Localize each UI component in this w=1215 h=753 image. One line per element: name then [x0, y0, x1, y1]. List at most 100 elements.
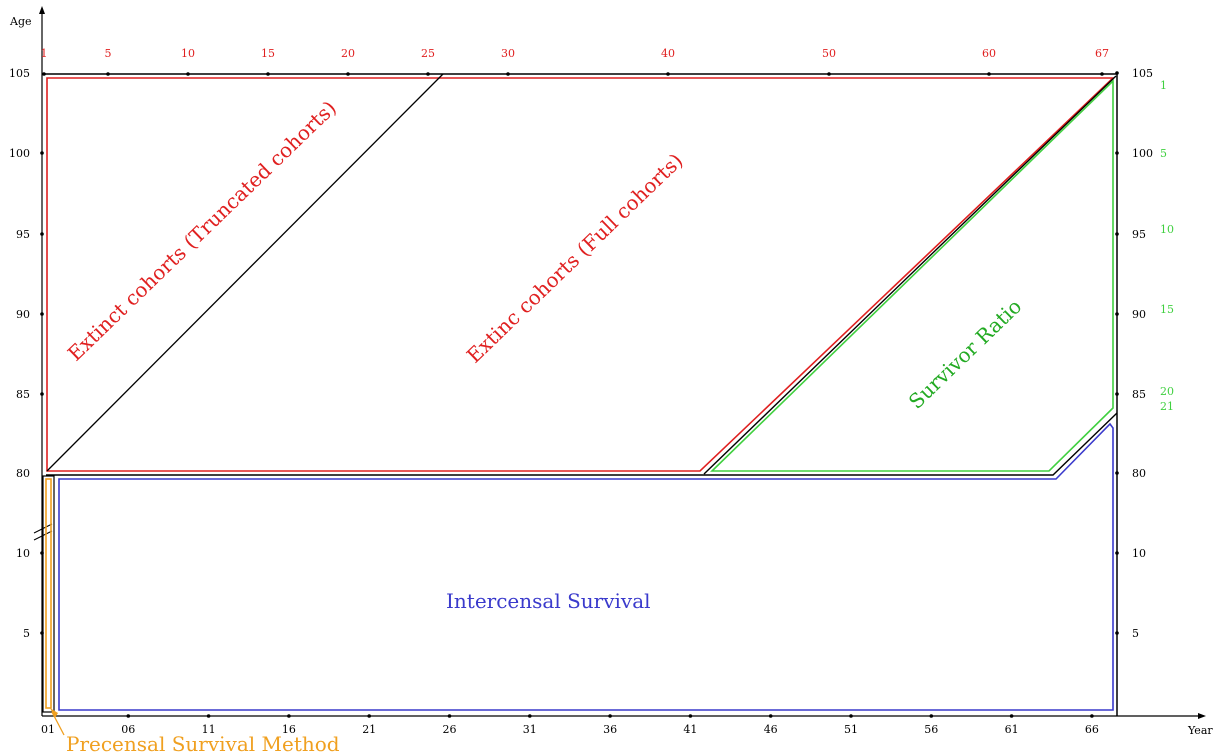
x-tick-dot: [1009, 714, 1014, 718]
extinct-truncated-label: Extinct cohorts (Truncated cohorts): [63, 96, 341, 366]
truncated-boundary-line: [46, 73, 444, 472]
y-tick-label: 105: [9, 67, 30, 80]
precensal-outline-black: [42, 475, 55, 713]
x-tick-label: 36: [603, 723, 617, 736]
axes: Age Year: [9, 6, 1213, 737]
survivor-ratio-region: [710, 79, 1114, 472]
x-tick-dot: [447, 714, 452, 718]
y-ticks-right: 5 10 80 85 90 95 100 105: [1115, 67, 1153, 640]
top-tick-dot: [106, 72, 110, 76]
y-tick-dot: [1115, 71, 1119, 75]
x-tick-label: 56: [924, 723, 938, 736]
y-tick-dot: [1115, 151, 1119, 155]
y-tick-label: 90: [16, 308, 30, 321]
cohort-boundary-diagonal: [703, 75, 1117, 475]
top-tick-dot: [266, 72, 270, 76]
y-tick-label: 105: [1132, 67, 1153, 80]
y-ticks-left: 5 10 80 85 90 95 100 105: [9, 67, 44, 640]
x-tick-label: 01: [41, 723, 55, 736]
x-tick-dot: [206, 714, 211, 718]
x-tick-label: 06: [121, 723, 135, 736]
y-tick-dot: [1115, 392, 1119, 396]
y-tick-label: 95: [1132, 228, 1146, 241]
top-tick-dot: [426, 72, 430, 76]
extinct-truncated-region: [46, 73, 1116, 472]
top-tick-label: 50: [822, 47, 836, 60]
top-tick-label: 10: [181, 47, 195, 60]
top-tick-dot: [506, 72, 510, 76]
x-tick-dot: [126, 714, 131, 718]
top-tick-label: 67: [1095, 47, 1109, 60]
y-tick-dot: [1115, 471, 1119, 475]
y-tick-label: 95: [16, 228, 30, 241]
y-tick-dot: [40, 232, 44, 236]
survivor-lower-boundary: [46, 412, 1118, 476]
y-tick-label: 10: [16, 547, 30, 560]
top-tick-dot: [186, 72, 190, 76]
top-tick-dot: [42, 72, 46, 76]
y-tick-dot: [1115, 551, 1119, 555]
y-tick-label: 90: [1132, 308, 1146, 321]
top-tick-dot: [666, 72, 670, 76]
x-tick-dot: [608, 714, 612, 718]
top-tick-dot: [987, 72, 991, 76]
top-tick-label: 15: [261, 47, 275, 60]
top-tick-label: 20: [341, 47, 355, 60]
x-axis-arrow: [1198, 713, 1206, 719]
precensal-region: [42, 475, 65, 736]
x-tick-dot: [929, 714, 934, 718]
extinct-region-outline: [46, 77, 1116, 472]
x-axis-label: Year: [1187, 724, 1213, 737]
x-tick-dot: [1090, 714, 1094, 718]
top-tick-label: 25: [421, 47, 435, 60]
green-tick-label: 10: [1160, 223, 1174, 236]
x-tick-label: 66: [1085, 723, 1099, 736]
green-tick-label: 21: [1160, 400, 1174, 413]
y-tick-dot: [1115, 631, 1119, 635]
x-tick-label: 61: [1005, 723, 1019, 736]
y-tick-dot: [40, 392, 44, 396]
y-tick-label: 80: [1132, 467, 1146, 480]
top-tick-label: 60: [982, 47, 996, 60]
y-tick-label: 85: [16, 388, 30, 401]
precensal-label: Precensal Survival Method: [66, 732, 340, 753]
y-tick-dot: [1115, 232, 1119, 236]
top-tick-label: 40: [661, 47, 675, 60]
top-tick-dot: [827, 72, 831, 76]
x-tick-label: 46: [764, 723, 778, 736]
x-tick-label: 41: [683, 723, 697, 736]
y-tick-label: 85: [1132, 388, 1146, 401]
x-tick-label: 31: [523, 723, 537, 736]
y-tick-label: 5: [23, 627, 30, 640]
x-tick-label: 21: [362, 723, 376, 736]
y-axis-label: Age: [9, 15, 32, 28]
y-tick-dot: [1115, 312, 1119, 316]
x-ticks: 01 06 11 16 21 26 31 36 41 46 51 56 61 66: [41, 714, 1099, 736]
top-ticks: 1 5 10 15 20 25 30 40 50 60 67: [41, 47, 1109, 76]
y-tick-label: 5: [1132, 627, 1139, 640]
intercensal-label: Intercensal Survival: [446, 589, 651, 613]
green-tick-label: 5: [1160, 147, 1167, 160]
x-tick-label: 16: [282, 723, 296, 736]
extinct-full-label: Extinc cohorts (Full cohorts): [462, 148, 688, 367]
top-tick-dot: [1100, 72, 1104, 76]
y-axis-arrow: [39, 6, 45, 14]
green-tick-label: 20: [1160, 385, 1174, 398]
x-tick-dot: [849, 714, 853, 718]
survivor-ratio-label: Survivor Ratio: [904, 294, 1026, 413]
x-tick-label: 51: [844, 723, 858, 736]
green-tick-label: 1: [1160, 79, 1167, 92]
x-tick-dot: [688, 714, 693, 718]
intercensal-region: [58, 422, 1114, 711]
x-tick-label: 11: [202, 723, 216, 736]
top-tick-dot: [346, 72, 350, 76]
y-tick-label: 100: [1132, 147, 1153, 160]
precensal-outline-orange: [45, 478, 52, 709]
x-tick-dot: [528, 714, 532, 718]
y-tick-label: 100: [9, 147, 30, 160]
top-tick-label: 5: [105, 47, 112, 60]
top-tick-label: 1: [41, 47, 48, 60]
y-tick-label: 10: [1132, 547, 1146, 560]
top-tick-label: 30: [501, 47, 515, 60]
